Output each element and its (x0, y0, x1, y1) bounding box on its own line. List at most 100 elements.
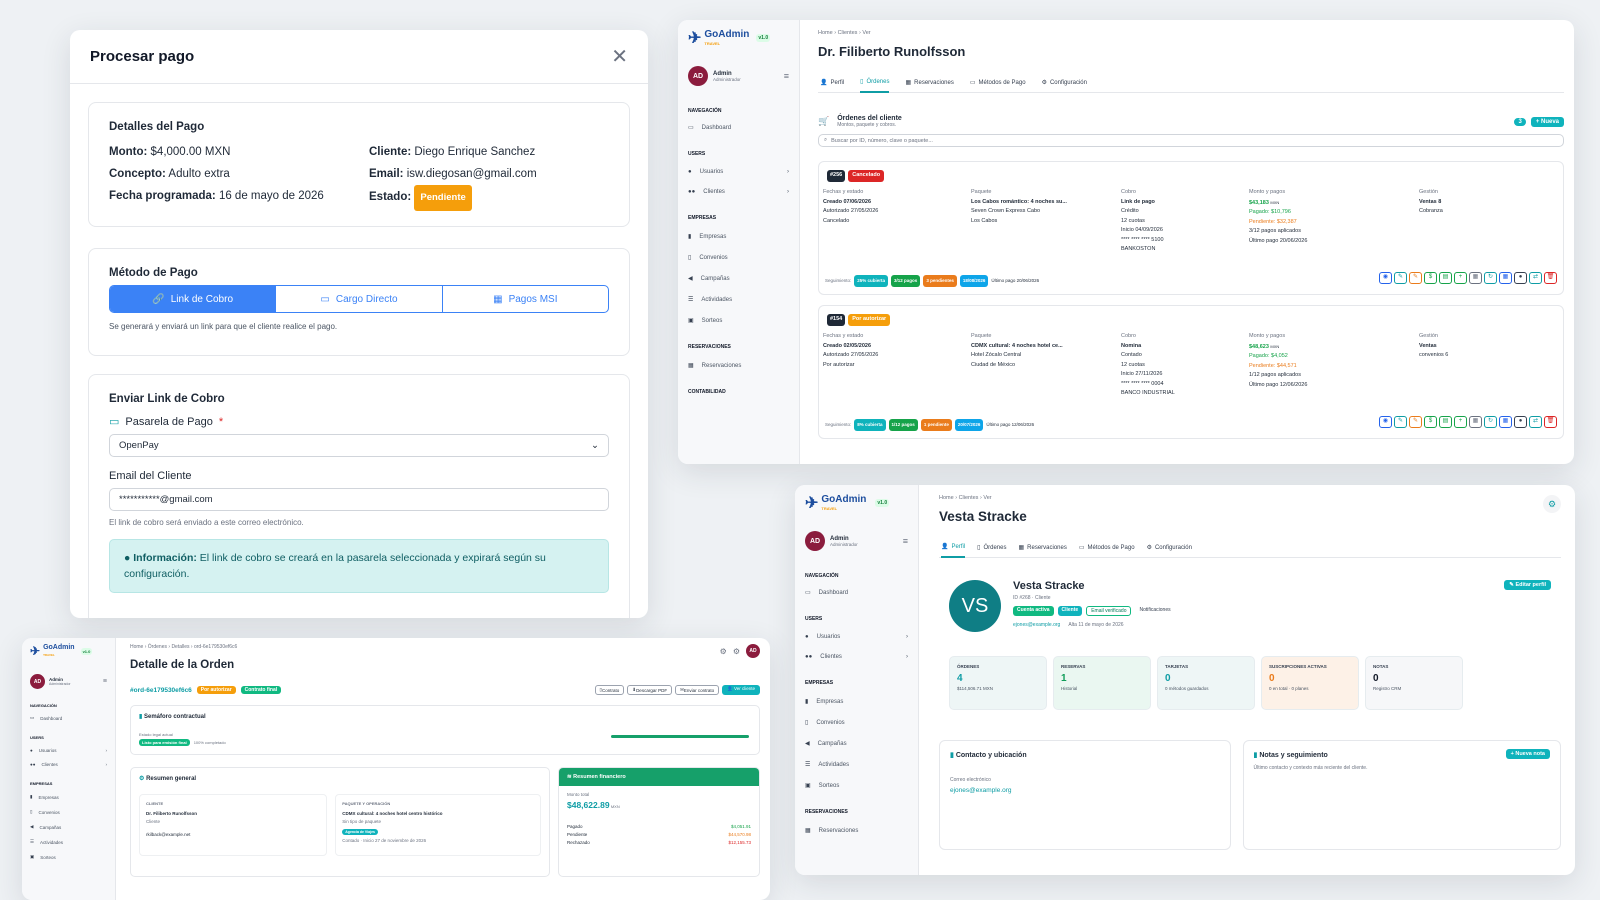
nav-clientes[interactable]: ●● Clientes › (688, 189, 789, 195)
gear-icon[interactable]: ⚙ (719, 646, 727, 656)
nueva-button[interactable]: + Nueva (1530, 116, 1564, 127)
avatar[interactable]: AD (30, 674, 45, 689)
nav-usuarios[interactable]: ● Usuarios › (688, 169, 789, 175)
calendar-icon[interactable]: ▦ (1499, 272, 1512, 284)
tab-metodos[interactable]: ▭ Métodos de Pago (1078, 544, 1135, 552)
calendar-icon[interactable]: ▦ (1499, 416, 1512, 428)
profile-alta: Alta 11 de mayo de 2026 (1068, 622, 1124, 628)
nav-dashboard[interactable]: ▭ Dashboard (688, 124, 732, 132)
tab-reservaciones[interactable]: ▦ Reservaciones (1018, 544, 1067, 552)
opt-pagos-msi[interactable]: ▦ Pagos MSI (441, 286, 608, 312)
tab-configuracion[interactable]: ⚙ Configuración (1041, 79, 1087, 87)
settings-icon[interactable]: ⚙ (1543, 495, 1561, 513)
ordenes-search[interactable]: ⌕ Buscar por ID, número, clave o paquete.… (818, 134, 1564, 147)
calendar-icon: ▦ (493, 293, 503, 305)
nav-usuarios[interactable]: ● Usuarios › (30, 748, 107, 753)
opt-cargo-directo[interactable]: ▭ Cargo Directo (275, 286, 441, 312)
menu-icon[interactable]: ≡ (102, 678, 107, 685)
enviar-contrato-button[interactable]: ✉ Enviar contrato (675, 685, 720, 695)
avatar[interactable]: AD (805, 531, 825, 551)
nav-sorteos[interactable]: ▣ Sorteos (688, 317, 723, 325)
nav-actividades[interactable]: ☰ Actividades (688, 296, 733, 304)
edit-alt-icon[interactable]: ✎ (1409, 272, 1422, 284)
avatar[interactable]: AD (688, 66, 708, 86)
nueva-nota-button[interactable]: + Nueva nota (1505, 749, 1550, 759)
nav-dashboard[interactable]: ▭ Dashboard (30, 715, 63, 721)
nav-convenios[interactable]: ▯ Convenios (805, 719, 845, 727)
nav-reservaciones[interactable]: ▦ Reservaciones (805, 827, 859, 835)
avatar[interactable]: AD (746, 644, 760, 658)
order-card[interactable]: #256 Cancelado Fechas y estado Creado 07/06… (818, 161, 1564, 295)
edit-icon[interactable]: ✎ (1394, 416, 1407, 428)
tab-ordenes[interactable]: ▯ Órdenes (860, 73, 890, 93)
close-icon[interactable]: ✕ (611, 46, 628, 68)
nav-reservaciones[interactable]: ▦ Reservaciones (688, 362, 742, 370)
user-icon[interactable]: ● (1514, 272, 1527, 284)
refresh-icon[interactable]: ↻ (1484, 272, 1497, 284)
contacto-panel: ▮ Contacto y ubicación Correo electrónic… (939, 740, 1231, 850)
editar-perfil-button[interactable]: ✎ Editar perfil (1504, 580, 1551, 590)
receipt-icon[interactable]: ▤ (1439, 416, 1452, 428)
calc-icon[interactable]: ▦ (1469, 416, 1482, 428)
tab-metodos[interactable]: ▭ Métodos de Pago (969, 79, 1026, 87)
nav-sorteos[interactable]: ▣ Sorteos (805, 782, 840, 790)
tab-reservaciones[interactable]: ▦ Reservaciones (905, 79, 954, 87)
plus-icon[interactable]: + (1454, 272, 1467, 284)
detalles-panel: Detalles del Pago Monto: $4,000.00 MXN C… (88, 102, 630, 227)
monitor-icon: ▭ (805, 590, 811, 596)
edit-icon[interactable]: ✎ (1394, 272, 1407, 284)
descargar-pdf-button[interactable]: ⬇ Descargar PDF (627, 685, 673, 695)
ver-cliente-button[interactable]: 👤 Ver cliente (722, 685, 760, 695)
opt-link-de-cobro[interactable]: 🔗 Link de Cobro (110, 286, 276, 312)
nav-campanas[interactable]: ◀ Campañas (30, 824, 62, 830)
nav-campanas[interactable]: ◀ Campañas (688, 275, 730, 283)
nav-usuarios[interactable]: ● Usuarios › (805, 634, 908, 640)
nav-sorteos[interactable]: ▣ Sorteos (30, 854, 56, 860)
swap-icon[interactable]: ⇄ (1529, 272, 1542, 284)
metodo-title: Método de Pago (109, 267, 198, 279)
gear-icon[interactable]: ⚙ (732, 646, 740, 656)
menu-icon[interactable]: ≡ (902, 536, 908, 546)
user-icon: ● (688, 169, 692, 175)
tab-perfil[interactable]: 👤 Perfil (941, 538, 966, 558)
calc-icon[interactable]: ▦ (1469, 272, 1482, 284)
tab-configuracion[interactable]: ⚙ Configuración (1146, 544, 1192, 552)
order-card[interactable]: #154 Por autorizar Fechas y estado Creado 0… (818, 305, 1564, 439)
trash-icon[interactable]: 🗑 (1544, 416, 1557, 428)
nav-clientes[interactable]: ●● Clientes › (30, 762, 107, 767)
breadcrumb: Home › Órdenes › Detalles › ord-6e179530… (130, 644, 238, 650)
contrato-button[interactable]: ▯ Contrato (594, 685, 625, 695)
refresh-icon[interactable]: ↻ (1484, 416, 1497, 428)
nav-empresas[interactable]: ▮ Empresas (30, 794, 59, 800)
swap-icon[interactable]: ⇄ (1529, 416, 1542, 428)
dollar-icon[interactable]: $ (1424, 416, 1437, 428)
email-cliente-input[interactable]: ***********@gmail.com (109, 488, 609, 511)
trash-icon[interactable]: 🗑 (1544, 272, 1557, 284)
view-icon[interactable]: ◉ (1379, 416, 1392, 428)
tab-ordenes[interactable]: ▯ Órdenes (977, 544, 1007, 552)
profile-email[interactable]: ejones@example.org (1013, 622, 1061, 628)
tab-perfil[interactable]: 👤 Perfil (820, 79, 845, 87)
edit-alt-icon[interactable]: ✎ (1409, 416, 1422, 428)
user-icon[interactable]: ● (1514, 416, 1527, 428)
contacto-email[interactable]: ejones@example.org (950, 787, 1012, 794)
receipt-icon[interactable]: ▤ (1439, 272, 1452, 284)
nav-actividades[interactable]: ☰ Actividades (805, 761, 850, 769)
gift-icon: ▣ (805, 783, 811, 789)
view-icon[interactable]: ◉ (1379, 272, 1392, 284)
nav-campanas[interactable]: ◀ Campañas (805, 740, 847, 748)
dollar-icon[interactable]: $ (1424, 272, 1437, 284)
nav-dashboard[interactable]: ▭ Dashboard (805, 589, 849, 597)
nav-actividades[interactable]: ☰ Actividades (30, 839, 64, 845)
nav-empresas[interactable]: ▮ Empresas (688, 233, 727, 241)
card-icon: ▭ (320, 293, 330, 305)
menu-icon[interactable]: ≡ (783, 71, 789, 81)
metodo-help: Se generará y enviará un link para que e… (109, 322, 338, 331)
nav-convenios[interactable]: ▯ Convenios (688, 254, 728, 262)
card-icon: ▭ (109, 416, 120, 428)
nav-clientes[interactable]: ●● Clientes › (805, 654, 908, 660)
nav-convenios[interactable]: ▯ Convenios (30, 809, 60, 815)
plus-icon[interactable]: + (1454, 416, 1467, 428)
nav-empresas[interactable]: ▮ Empresas (805, 698, 844, 706)
pasarela-select[interactable]: OpenPay ⌄ (109, 434, 609, 457)
